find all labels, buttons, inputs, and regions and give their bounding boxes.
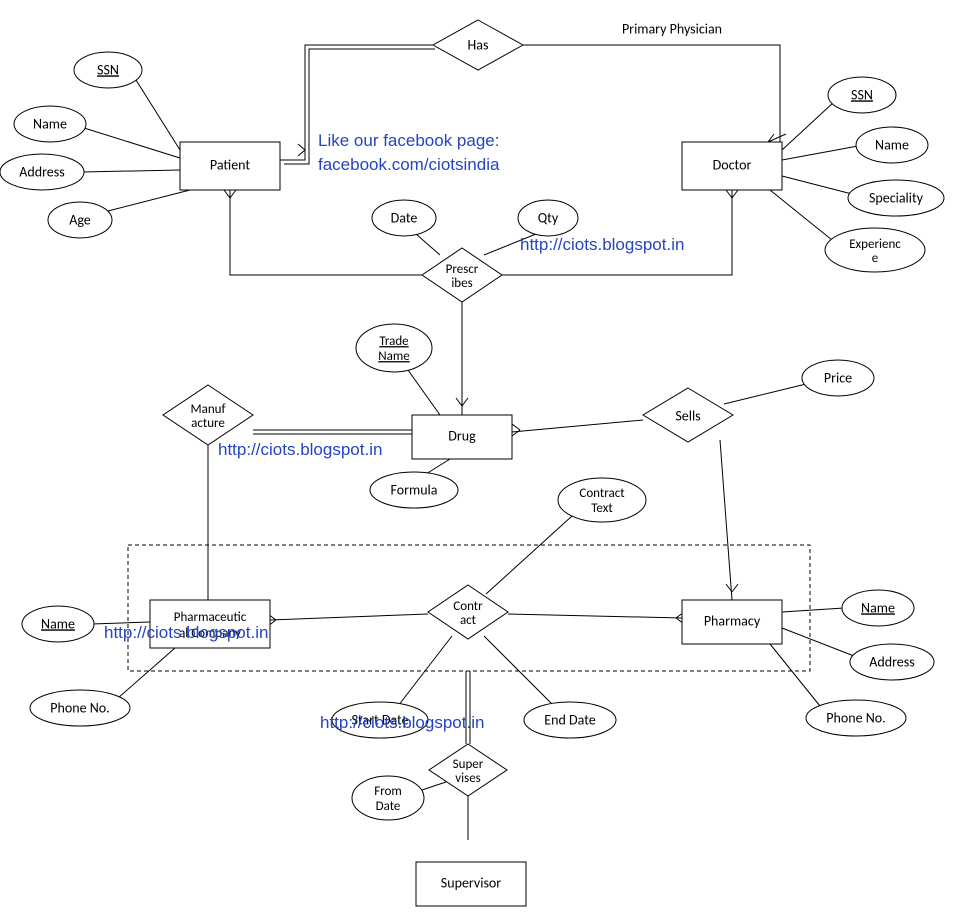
svg-text:Date: Date — [391, 209, 418, 226]
supervisor-label: Supervisor — [441, 874, 502, 891]
relationship-prescribes: Prescr ibes — [422, 248, 502, 302]
attr-prescribes-qty: Qty — [518, 200, 578, 236]
attr-drug-tradename: Trade Name — [356, 324, 432, 372]
manufacture-label-2: acture — [191, 416, 225, 431]
svg-text:Date: Date — [376, 799, 401, 814]
entity-supervisor: Supervisor — [416, 862, 526, 906]
svg-text:Experienc: Experienc — [849, 237, 901, 252]
attr-ph-address: Address — [850, 644, 934, 680]
attr-sells-price: Price — [802, 360, 874, 396]
svg-text:Address: Address — [869, 653, 914, 670]
svg-text:Contract: Contract — [579, 486, 625, 501]
doctor-label: Doctor — [713, 156, 752, 173]
attr-patient-address: Address — [0, 154, 84, 190]
watermark-url-2: http://ciots.blogspot.in — [218, 440, 382, 459]
attr-pc-phone: Phone No. — [30, 690, 130, 726]
entity-doctor: Doctor — [682, 142, 782, 190]
attr-doctor-experience: Experienc e — [825, 228, 925, 272]
watermark-fb-2: facebook.com/ciotsindia — [318, 155, 500, 174]
svg-text:e: e — [872, 251, 878, 266]
svg-text:Trade: Trade — [379, 334, 408, 349]
watermark-fb-1: Like our facebook page: — [318, 131, 499, 150]
watermark-url-3: http://ciots.blogspot.in — [104, 623, 268, 642]
er-diagram: Patient Doctor Drug Pharmaceutic al Comp… — [0, 0, 968, 918]
svg-text:Qty: Qty — [538, 209, 559, 226]
svg-text:From: From — [374, 784, 402, 799]
svg-text:SSN: SSN — [851, 86, 873, 103]
svg-text:Price: Price — [824, 369, 852, 386]
attr-doctor-name: Name — [856, 127, 928, 163]
attr-drug-formula: Formula — [370, 472, 458, 508]
attr-patient-name: Name — [14, 106, 86, 142]
attr-sup-fromdate: From Date — [352, 776, 424, 820]
relationship-supervises: Super vises — [429, 744, 507, 796]
attr-contract-text: Contract Text — [558, 478, 646, 522]
contract-label-2: act — [460, 613, 477, 628]
svg-text:End Date: End Date — [544, 711, 595, 728]
patient-label: Patient — [210, 156, 250, 173]
relationship-has: Has — [433, 20, 523, 70]
svg-text:Phone No.: Phone No. — [826, 709, 885, 726]
attr-doctor-speciality: Speciality — [848, 180, 944, 216]
attr-contract-end: End Date — [524, 702, 616, 738]
attr-ph-name: Name — [842, 590, 914, 626]
entity-drug: Drug — [412, 415, 512, 459]
attr-pc-name: Name — [22, 606, 94, 642]
attr-patient-ssn: SSN — [74, 52, 142, 88]
svg-text:Name: Name — [875, 136, 909, 153]
svg-text:Phone No.: Phone No. — [50, 699, 109, 716]
watermark-url-1: http://ciots.blogspot.in — [520, 235, 684, 254]
contract-label-1: Contr — [453, 599, 483, 614]
svg-text:Name: Name — [33, 115, 67, 132]
role-primary-physician: Primary Physician — [622, 20, 722, 37]
svg-text:Speciality: Speciality — [869, 189, 924, 206]
pharmacy-label: Pharmacy — [704, 612, 761, 629]
svg-text:Name: Name — [378, 349, 409, 364]
supervises-label-1: Super — [453, 757, 484, 772]
svg-text:SSN: SSN — [97, 61, 119, 78]
svg-text:Age: Age — [69, 211, 91, 228]
svg-text:Name: Name — [861, 599, 895, 616]
relationship-sells: Sells — [643, 388, 733, 442]
has-label: Has — [468, 36, 489, 53]
attr-ph-phone: Phone No. — [806, 700, 906, 736]
svg-text:Address: Address — [19, 163, 64, 180]
attr-patient-age: Age — [48, 202, 112, 238]
relationship-manufacture: Manuf acture — [163, 385, 253, 445]
prescribes-label-1: Prescr — [446, 262, 479, 277]
svg-text:Text: Text — [591, 501, 613, 516]
manufacture-label-1: Manuf — [191, 402, 226, 417]
sells-label: Sells — [675, 407, 700, 424]
prescribes-label-2: ibes — [451, 276, 472, 291]
drug-label: Drug — [448, 427, 476, 444]
svg-text:Formula: Formula — [391, 481, 438, 498]
supervises-label-2: vises — [455, 771, 481, 786]
watermark-url-4: http://ciots.blogspot.in — [320, 713, 484, 732]
entity-patient: Patient — [180, 142, 280, 190]
entity-pharmacy: Pharmacy — [682, 600, 782, 644]
svg-text:Name: Name — [41, 615, 75, 632]
attr-prescribes-date: Date — [372, 200, 436, 236]
attr-doctor-ssn: SSN — [828, 77, 896, 113]
relationship-contract: Contr act — [428, 585, 508, 639]
